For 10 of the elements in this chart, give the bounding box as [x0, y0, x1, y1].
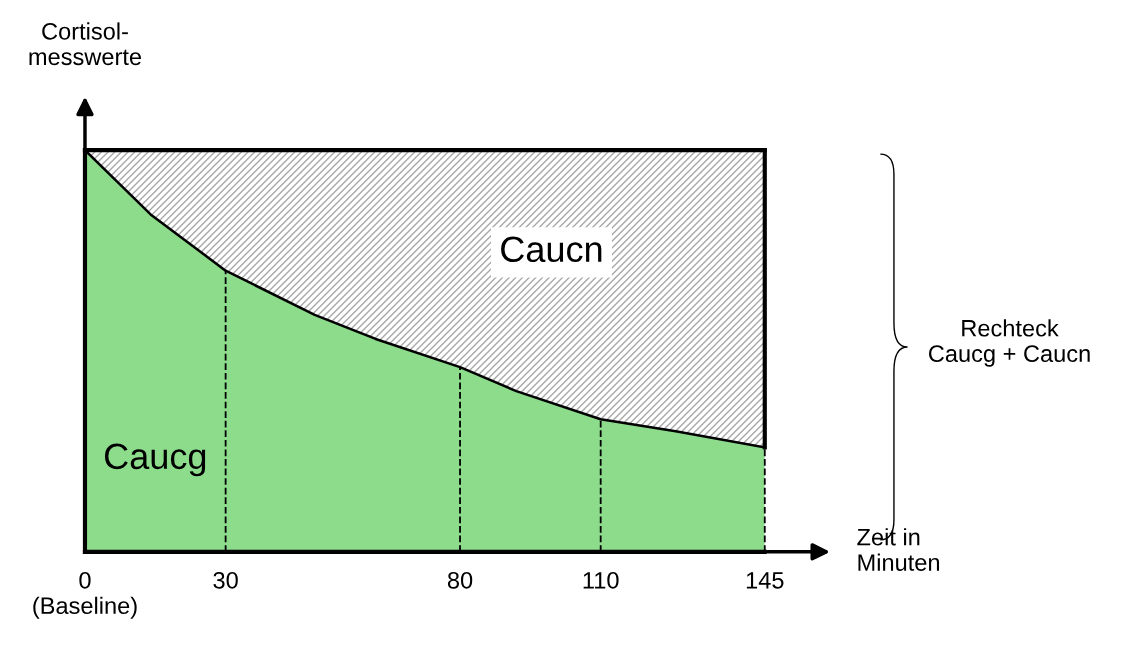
- x-tick-label: 0 (Baseline): [33, 571, 137, 619]
- series-label: Caucg: [104, 443, 206, 477]
- x-tick-label: 145: [746, 572, 784, 589]
- x-axis-title: Zeit in Minuten: [857, 528, 940, 571]
- x-tick-label: 30: [213, 571, 238, 589]
- x-tick-label: 110: [583, 571, 619, 589]
- series-label: Caucn: [501, 236, 602, 263]
- text: Rechteck Caucg + Caucn: [929, 319, 1090, 367]
- x-tick-label: 80: [447, 571, 473, 589]
- y-axis-title: Cortisol- messwerte: [29, 22, 141, 66]
